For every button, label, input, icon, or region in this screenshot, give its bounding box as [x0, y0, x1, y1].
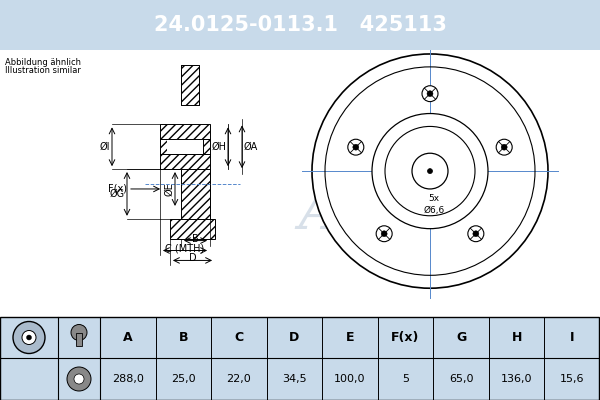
Circle shape [496, 139, 512, 155]
Circle shape [67, 367, 91, 391]
Text: D: D [188, 254, 196, 264]
Text: 5: 5 [402, 374, 409, 384]
Text: ØG: ØG [110, 189, 125, 199]
Text: Illustration similar: Illustration similar [5, 66, 81, 75]
Text: D: D [289, 331, 299, 344]
Circle shape [501, 144, 507, 150]
Text: C: C [235, 331, 244, 344]
Text: F(x): F(x) [108, 184, 127, 194]
Circle shape [427, 169, 433, 174]
Bar [181, 65, 199, 104]
Circle shape [385, 126, 475, 216]
Bar [160, 139, 167, 154]
Text: Ate: Ate [299, 186, 401, 241]
Text: I: I [570, 331, 574, 344]
Text: 24.0125-0113.1   425113: 24.0125-0113.1 425113 [154, 15, 446, 35]
Text: 5x: 5x [428, 194, 440, 203]
Circle shape [376, 226, 392, 242]
Text: ØE: ØE [164, 182, 174, 196]
Circle shape [381, 231, 387, 237]
Text: 25,0: 25,0 [171, 374, 196, 384]
Text: C (MTH): C (MTH) [165, 244, 204, 254]
Text: E: E [346, 331, 354, 344]
Circle shape [468, 226, 484, 242]
Circle shape [13, 322, 45, 354]
Bar [167, 139, 203, 154]
Text: 288,0: 288,0 [112, 374, 144, 384]
Text: 136,0: 136,0 [501, 374, 532, 384]
Text: ®: ® [356, 212, 368, 225]
Bar [181, 65, 199, 104]
Circle shape [422, 86, 438, 102]
Text: H: H [511, 331, 522, 344]
Circle shape [412, 153, 448, 189]
Text: 22,0: 22,0 [227, 374, 251, 384]
Text: F(x): F(x) [391, 331, 420, 344]
Text: G: G [456, 331, 466, 344]
Text: 34,5: 34,5 [282, 374, 307, 384]
Circle shape [74, 374, 84, 384]
Circle shape [312, 54, 548, 288]
Text: B: B [192, 234, 199, 244]
Text: Abbildung ähnlich: Abbildung ähnlich [5, 58, 81, 67]
Text: Ø6,6: Ø6,6 [424, 206, 445, 215]
Text: ØI: ØI [100, 142, 110, 152]
Bar [160, 154, 210, 169]
Bar [181, 169, 210, 219]
Text: ØH: ØH [212, 142, 227, 152]
Text: ØA: ØA [244, 142, 258, 152]
Bar [170, 219, 215, 238]
Text: 100,0: 100,0 [334, 374, 366, 384]
Circle shape [353, 144, 359, 150]
Circle shape [71, 324, 87, 340]
Circle shape [26, 335, 32, 340]
Circle shape [473, 231, 479, 237]
Circle shape [22, 330, 36, 344]
Text: B: B [179, 331, 188, 344]
Bar [76, 332, 82, 346]
Text: A: A [123, 331, 133, 344]
Circle shape [348, 139, 364, 155]
Bar [203, 139, 210, 154]
Text: 65,0: 65,0 [449, 374, 473, 384]
Text: 15,6: 15,6 [560, 374, 584, 384]
Bar [160, 124, 210, 139]
Circle shape [372, 114, 488, 229]
Circle shape [427, 91, 433, 97]
